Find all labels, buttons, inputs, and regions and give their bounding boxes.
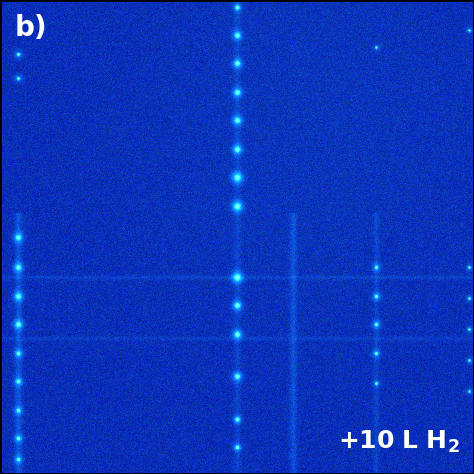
Text: b): b)	[14, 14, 47, 42]
Text: $\bf{+10\ L\ H_2}$: $\bf{+10\ L\ H_2}$	[338, 429, 460, 455]
